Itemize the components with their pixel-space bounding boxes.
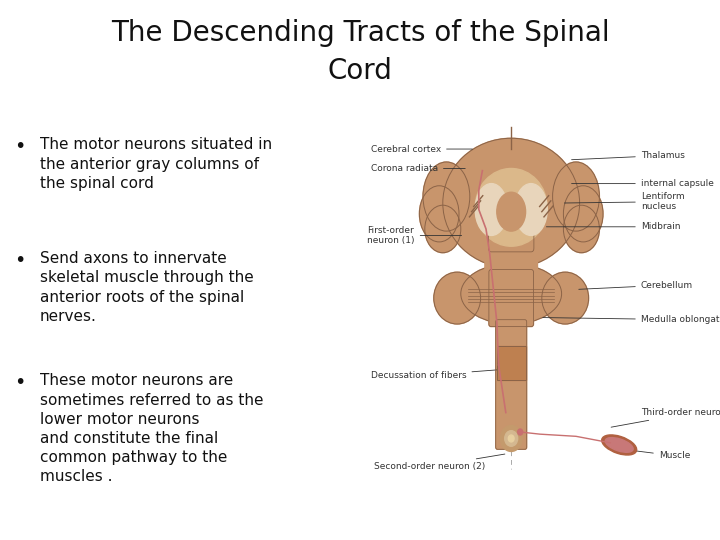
Text: •: • bbox=[14, 251, 26, 270]
Ellipse shape bbox=[564, 186, 603, 242]
Circle shape bbox=[500, 426, 522, 451]
Text: Corona radiata: Corona radiata bbox=[371, 164, 465, 173]
Text: Medulla oblongata: Medulla oblongata bbox=[543, 315, 720, 324]
FancyBboxPatch shape bbox=[488, 208, 534, 252]
Text: •: • bbox=[14, 138, 26, 157]
Text: The Descending Tracts of the Spinal: The Descending Tracts of the Spinal bbox=[111, 19, 609, 47]
FancyBboxPatch shape bbox=[485, 243, 537, 278]
Text: The motor neurons situated in
the anterior gray columns of
the spinal cord: The motor neurons situated in the anteri… bbox=[40, 138, 271, 191]
Text: Third-order neuron (3): Third-order neuron (3) bbox=[611, 408, 720, 427]
Circle shape bbox=[518, 429, 523, 435]
Text: internal capsule: internal capsule bbox=[572, 179, 714, 188]
Bar bbox=[497, 346, 526, 380]
Text: Thalamus: Thalamus bbox=[572, 151, 685, 160]
Text: Lentiform
nucleus: Lentiform nucleus bbox=[564, 192, 685, 212]
Ellipse shape bbox=[475, 168, 547, 246]
Ellipse shape bbox=[542, 272, 589, 324]
Text: •: • bbox=[14, 373, 26, 393]
Text: These motor neurons are
sometimes referred to as the
lower motor neurons
and con: These motor neurons are sometimes referr… bbox=[40, 373, 263, 484]
Ellipse shape bbox=[475, 184, 508, 235]
Ellipse shape bbox=[423, 162, 469, 231]
Ellipse shape bbox=[497, 192, 526, 231]
Ellipse shape bbox=[606, 437, 633, 453]
Ellipse shape bbox=[602, 435, 636, 455]
Ellipse shape bbox=[563, 205, 599, 253]
FancyBboxPatch shape bbox=[489, 269, 534, 327]
Ellipse shape bbox=[515, 184, 547, 235]
Circle shape bbox=[508, 435, 514, 442]
Text: Decussation of fibers: Decussation of fibers bbox=[371, 369, 501, 380]
Text: First-order
neuron (1): First-order neuron (1) bbox=[367, 226, 462, 245]
Bar bbox=[497, 346, 526, 380]
Circle shape bbox=[505, 431, 518, 446]
Text: Send axons to innervate
skeletal muscle through the
anterior roots of the spinal: Send axons to innervate skeletal muscle … bbox=[40, 251, 253, 324]
Ellipse shape bbox=[425, 205, 461, 253]
Text: Midbrain: Midbrain bbox=[546, 222, 680, 231]
Text: Cord: Cord bbox=[328, 57, 392, 85]
Ellipse shape bbox=[553, 162, 600, 231]
Ellipse shape bbox=[443, 138, 580, 268]
Ellipse shape bbox=[461, 264, 562, 324]
Ellipse shape bbox=[419, 186, 459, 242]
Text: Cerebral cortex: Cerebral cortex bbox=[371, 145, 472, 153]
Text: Muscle: Muscle bbox=[626, 450, 690, 460]
Text: Second-order neuron (2): Second-order neuron (2) bbox=[374, 454, 505, 471]
Ellipse shape bbox=[433, 272, 481, 324]
FancyBboxPatch shape bbox=[496, 320, 526, 449]
Text: Cerebellum: Cerebellum bbox=[579, 281, 693, 289]
